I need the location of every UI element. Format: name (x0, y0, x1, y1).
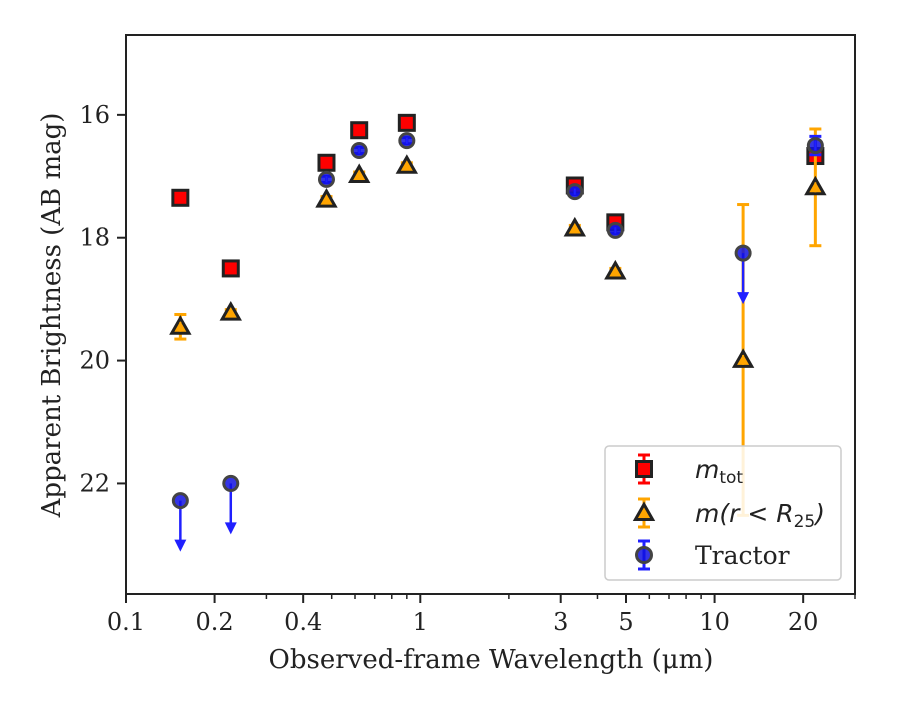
legend-label: m(r < R25) (695, 499, 825, 532)
legend-marker-circle (635, 546, 653, 564)
y-tick-label: 20 (79, 347, 110, 375)
x-tick-label: 0.4 (284, 608, 322, 636)
x-tick-label: 10 (699, 608, 730, 636)
x-tick-label: 5 (618, 608, 633, 636)
y-axis-label: Apparent Brightness (AB mag) (37, 113, 67, 519)
data-point-circle (222, 474, 240, 492)
x-tick-label: 0.2 (196, 608, 234, 636)
upper-limit-arrow-head (174, 539, 187, 552)
data-point-circle (734, 244, 752, 262)
legend-label: mtot (695, 455, 743, 488)
data-point-circle (171, 492, 189, 510)
upper-limit-arrow-head (224, 522, 237, 535)
legend-marker-square (635, 460, 653, 478)
series-circle (171, 132, 824, 552)
legend-box (604, 445, 842, 581)
y-tick-label: 22 (79, 469, 110, 497)
axes-layer: 0.1 0.2 0.4 1 3 5 10 20 16 18 20 22 (79, 34, 856, 636)
legend-label: Tractor (695, 541, 790, 570)
legend: mtot m(r < R25) Tractor (604, 445, 842, 581)
y-tick-label: 18 (79, 224, 110, 252)
plot-layer (169, 113, 827, 552)
x-tick-label: 20 (788, 608, 819, 636)
x-tick-label: 1 (413, 608, 428, 636)
x-tick-label: 3 (553, 608, 568, 636)
x-tick-label: 0.1 (107, 608, 145, 636)
y-tick-label: 16 (79, 101, 110, 129)
plot-frame (125, 34, 856, 595)
upper-limit-arrow-head (737, 292, 750, 305)
legend-marker-triangle (632, 501, 656, 521)
x-axis-label: Observed-frame Wavelength (μm) (269, 645, 714, 675)
